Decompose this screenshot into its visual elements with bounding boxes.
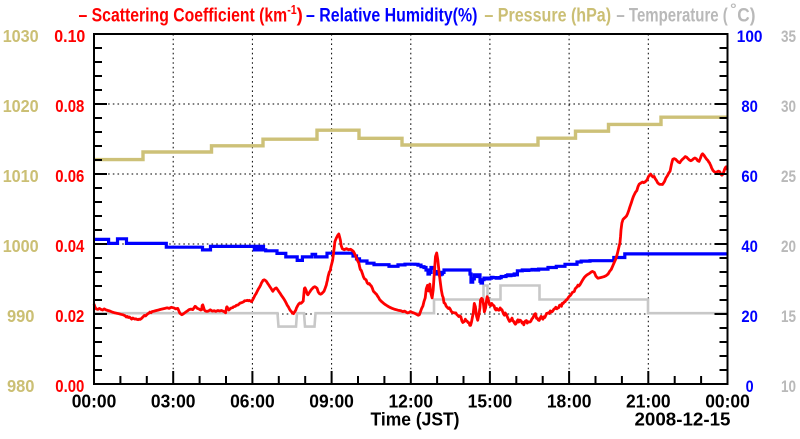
svg-text:03:00: 03:00	[151, 392, 196, 412]
svg-text:°: °	[730, 1, 737, 17]
svg-text:60: 60	[741, 167, 758, 186]
svg-text:0.06: 0.06	[55, 166, 84, 186]
svg-text:1030: 1030	[3, 26, 39, 46]
svg-text:80: 80	[741, 97, 758, 116]
svg-text:12:00: 12:00	[388, 392, 433, 412]
svg-text:00:00: 00:00	[72, 392, 117, 412]
svg-text:-1: -1	[287, 2, 297, 17]
svg-text:20: 20	[741, 307, 758, 326]
svg-text:00:00: 00:00	[705, 392, 750, 412]
svg-text:Time (JST): Time (JST)	[371, 410, 460, 430]
svg-text:990: 990	[7, 306, 35, 326]
svg-text:0.04: 0.04	[55, 236, 84, 256]
svg-text:980: 980	[7, 376, 35, 396]
svg-text:10: 10	[781, 377, 796, 396]
svg-text:40: 40	[741, 237, 758, 256]
svg-text:C): C)	[737, 6, 755, 27]
svg-text:0.10: 0.10	[54, 26, 85, 46]
svg-text:1010: 1010	[3, 166, 39, 186]
svg-text:09:00: 09:00	[309, 392, 354, 412]
svg-text:– Pressure (hPa): – Pressure (hPa)	[484, 6, 611, 27]
svg-text:0.08: 0.08	[55, 96, 84, 116]
svg-text:15: 15	[781, 307, 796, 326]
svg-text:21:00: 21:00	[626, 392, 671, 412]
svg-text:): )	[297, 6, 303, 27]
svg-text:30: 30	[781, 97, 796, 116]
svg-text:20: 20	[781, 237, 796, 256]
svg-text:– Relative Humidity(%): – Relative Humidity(%)	[306, 6, 477, 27]
svg-text:0: 0	[746, 377, 754, 396]
svg-text:35: 35	[781, 27, 796, 46]
svg-text:15:00: 15:00	[468, 392, 513, 412]
svg-text:0.00: 0.00	[55, 376, 84, 396]
svg-text:1000: 1000	[3, 236, 39, 256]
svg-text:– Scattering Coefficient (km: – Scattering Coefficient (km	[79, 6, 288, 27]
svg-text:18:00: 18:00	[547, 392, 592, 412]
svg-text:– Temperature (: – Temperature (	[616, 6, 728, 27]
svg-text:2008-12-15: 2008-12-15	[635, 410, 731, 430]
svg-text:06:00: 06:00	[230, 392, 275, 412]
svg-text:25: 25	[781, 167, 796, 186]
svg-text:100: 100	[737, 27, 763, 46]
svg-text:1020: 1020	[3, 96, 39, 116]
svg-text:0.02: 0.02	[55, 306, 84, 326]
